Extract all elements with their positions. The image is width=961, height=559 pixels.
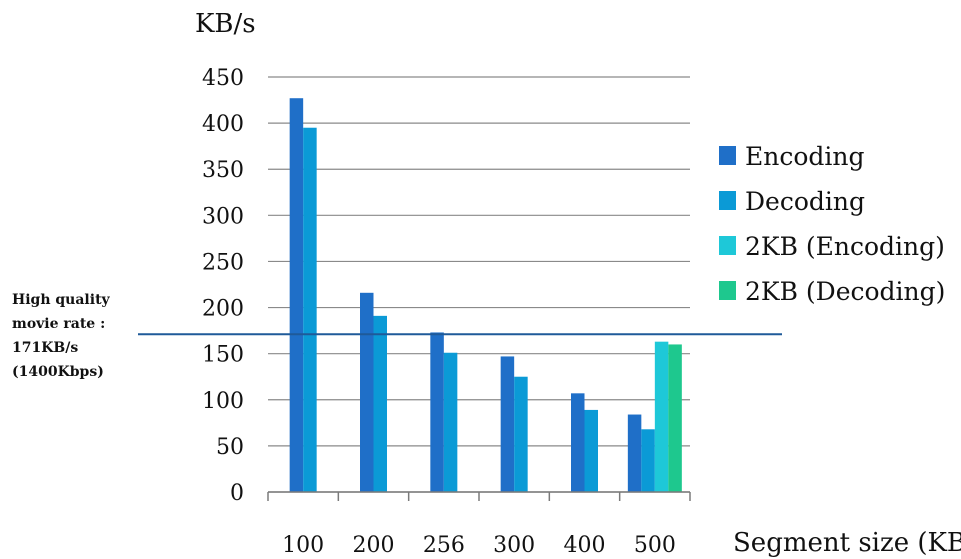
bar-2kb-encoding-500 [654, 341, 669, 492]
y-tick-label: 200 [202, 297, 244, 322]
tick-labels: 0 50 100 150 200 250 300 350 400 450 100 200 256 300 4… [202, 66, 676, 558]
legend-label: Decoding [745, 187, 865, 216]
reference-line-label: High quality [12, 292, 111, 308]
bar-encoding-100 [289, 98, 304, 492]
legend-swatch [719, 236, 736, 255]
y-tick-label: 50 [216, 435, 244, 460]
y-tick-label: 100 [202, 389, 244, 414]
bar-decoding-256 [443, 352, 458, 492]
y-tick-label: 300 [202, 204, 244, 229]
legend-label: Encoding [745, 142, 865, 171]
y-axis-label: KB/s [195, 9, 256, 39]
y-tick-label: 0 [230, 481, 244, 506]
x-tick-label: 100 [282, 533, 324, 558]
bar-decoding-500 [641, 429, 655, 492]
bars [289, 98, 682, 492]
reference-line-label: (1400Kbps) [12, 364, 104, 380]
bar-encoding-300 [500, 356, 515, 492]
y-tick-label: 450 [202, 66, 244, 91]
legend-swatch [719, 281, 736, 300]
legend-label: 2KB (Encoding) [745, 232, 945, 261]
bar-2kb-decoding-500 [668, 344, 682, 492]
legend-swatch [719, 146, 736, 165]
reference-line-label: movie rate : [12, 316, 105, 332]
gridlines [268, 76, 690, 493]
legend-label: 2KB (Decoding) [745, 277, 945, 306]
y-tick-label: 250 [202, 250, 244, 275]
bar-encoding-200 [360, 292, 374, 492]
x-tick-label: 256 [423, 533, 465, 558]
bar-decoding-200 [373, 315, 387, 492]
bar-decoding-300 [514, 376, 528, 492]
y-tick-label: 350 [202, 158, 244, 183]
x-axis-label: Segment size (KB) [733, 528, 961, 558]
y-tick-label: 400 [202, 112, 244, 137]
bar-encoding-500 [627, 414, 642, 492]
reference-line-label: 171KB/s [12, 340, 78, 356]
x-tick-label: 400 [564, 533, 606, 558]
bar-encoding-256 [430, 332, 444, 492]
x-tick-label: 300 [493, 533, 535, 558]
x-tick-label: 200 [353, 533, 395, 558]
y-tick-label: 150 [202, 343, 244, 368]
axes [267, 491, 691, 501]
legend: Encoding Decoding 2KB (Encoding) 2KB (Decod… [719, 142, 945, 306]
bar-decoding-100 [303, 127, 317, 492]
x-tick-label: 500 [634, 533, 676, 558]
reference-line-group: High quality movie rate : 171KB/s (1400Kbps… [12, 292, 782, 380]
bar-encoding-400 [571, 393, 585, 492]
bar-decoding-400 [584, 409, 598, 492]
legend-swatch [719, 191, 736, 210]
